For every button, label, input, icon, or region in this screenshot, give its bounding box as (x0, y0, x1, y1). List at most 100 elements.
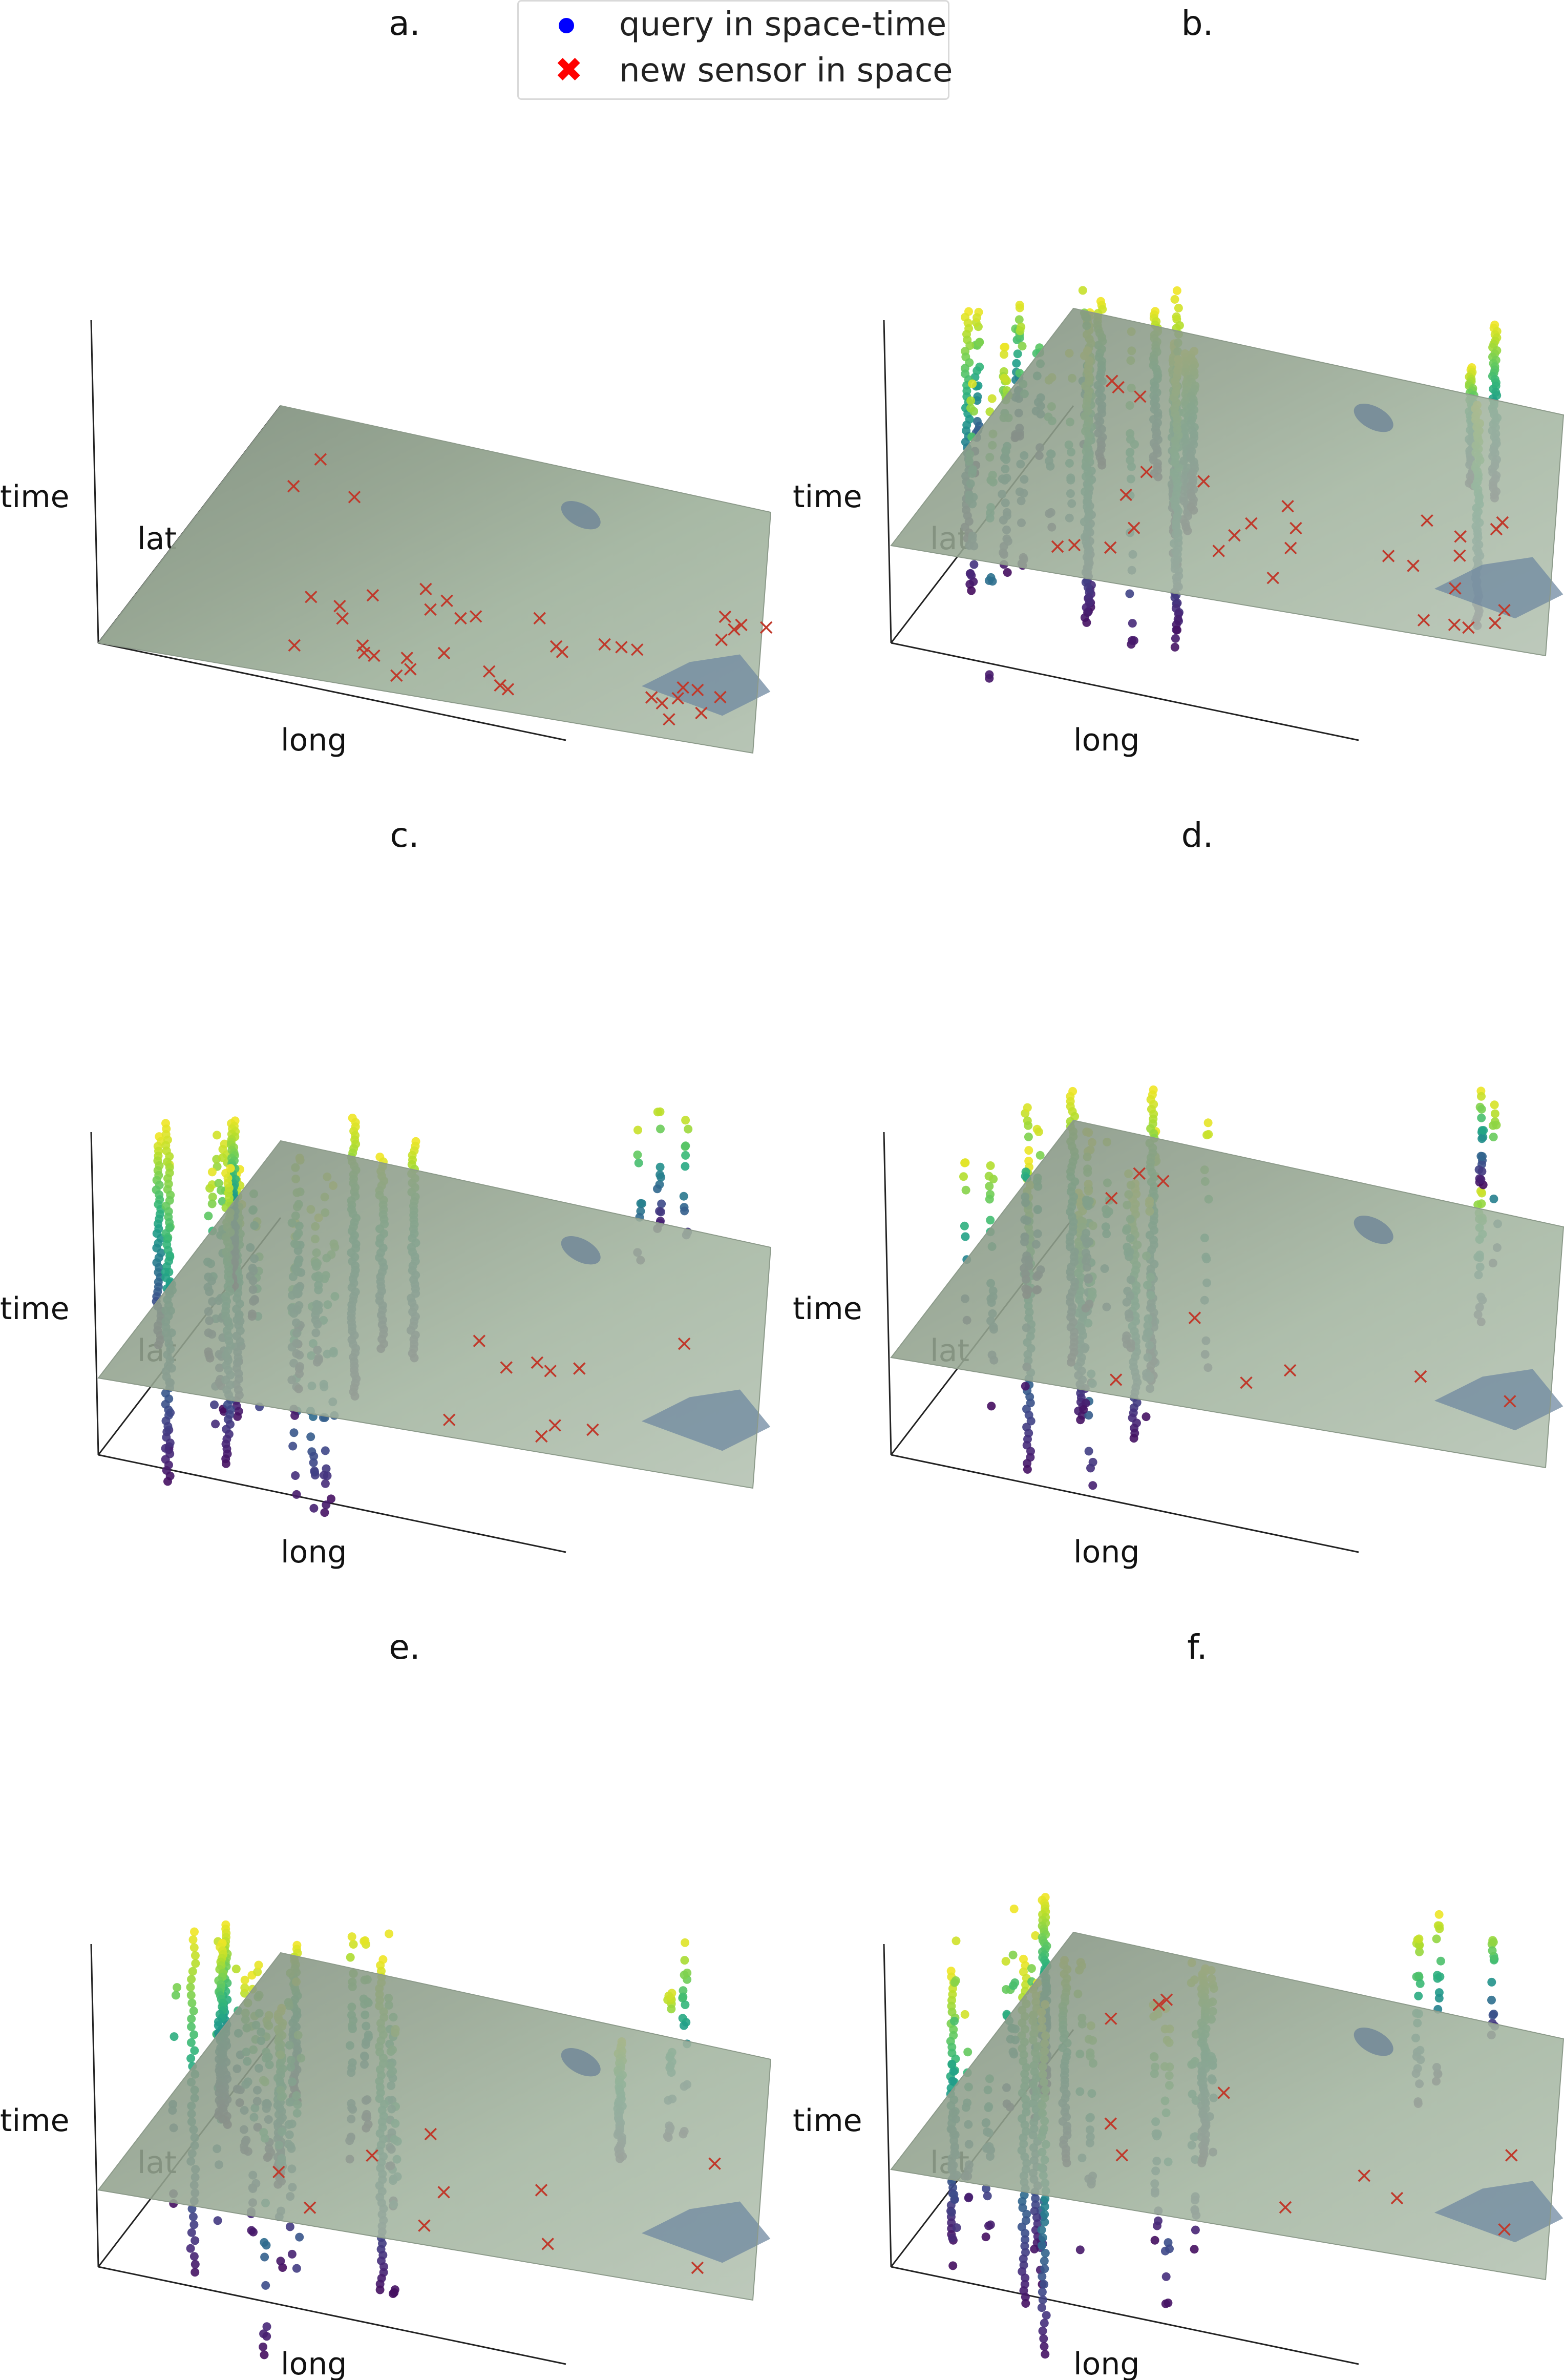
z-axis-label: time (793, 1291, 862, 1327)
sensor-cross-stroke (1217, 2086, 1230, 2099)
sensor-cross (303, 2201, 316, 2214)
query-point (947, 2207, 956, 2217)
query-point (189, 2007, 198, 2016)
query-point (681, 1116, 690, 1125)
query-point (285, 2222, 294, 2231)
query-point (656, 1162, 665, 1172)
sensor-cross-stroke (1421, 514, 1433, 527)
sensor-cross (469, 610, 482, 623)
sensor-cross (1490, 523, 1503, 536)
query-point (170, 2032, 179, 2041)
sensor-cross-stroke (442, 1413, 456, 1426)
sensor-cross-stroke (533, 612, 546, 625)
query-point (1170, 642, 1179, 652)
lake-shape (561, 2048, 601, 2077)
query-point (1075, 2245, 1085, 2254)
z-axis-label: time (0, 2103, 70, 2139)
sensor-cross-stroke (1266, 571, 1279, 584)
query-point (1165, 2244, 1174, 2253)
sensor-cross-stroke (1382, 550, 1395, 562)
query-point (1084, 1447, 1093, 1456)
query-point (292, 1490, 301, 1499)
query-point (950, 2017, 959, 2026)
sensor-cross (1157, 1175, 1170, 1187)
query-point (210, 1400, 219, 1409)
sensor-cross (501, 683, 515, 696)
query-point (186, 2244, 195, 2253)
query-point (254, 1960, 263, 1970)
query-point (1040, 2342, 1049, 2351)
query-point (214, 1179, 223, 1188)
sensor-cross (1498, 603, 1511, 617)
sensor-cross-stroke (1109, 1373, 1123, 1386)
query-point (309, 1452, 319, 1461)
query-point (959, 1172, 968, 1181)
query-point (1412, 1972, 1421, 1981)
query-point (186, 2038, 196, 2047)
query-point (973, 396, 982, 405)
sensor-cross (1453, 549, 1466, 562)
time-axis-line (90, 1944, 99, 2267)
query-point-icon (559, 18, 574, 33)
sensor-cross (1112, 381, 1125, 394)
query-point (1473, 1200, 1483, 1209)
sensor-cross-stroke (691, 683, 704, 697)
sensor-cross (336, 612, 349, 625)
sensor-cross (1119, 488, 1132, 502)
query-point (961, 1232, 970, 1241)
sensor-cross (691, 683, 704, 697)
sensor-cross (1133, 1167, 1146, 1180)
sensor-cross-stroke (1119, 488, 1132, 502)
query-point (1434, 1910, 1444, 1919)
sensor-cross-stroke (1240, 1376, 1253, 1389)
sensor-cross (630, 643, 644, 656)
query-point (948, 2233, 957, 2243)
query-point (1489, 1937, 1498, 1947)
sensor-cross-stroke (1157, 1175, 1170, 1187)
query-point (1000, 373, 1009, 383)
sensor-cross (1454, 530, 1467, 543)
sensor-cross-stroke (333, 599, 346, 613)
query-point (1040, 2280, 1049, 2289)
query-point (217, 1186, 225, 1195)
query-point (1031, 2194, 1040, 2203)
sensor-cross (541, 2238, 554, 2250)
query-point (347, 1932, 356, 1941)
query-point (1415, 1979, 1425, 1988)
sensor-cross-stroke (288, 639, 301, 652)
sensor-cross (1489, 617, 1502, 630)
query-point (1088, 1481, 1097, 1490)
query-point (390, 2288, 399, 2297)
sensor-cross (544, 1365, 557, 1377)
sensor-cross (404, 663, 417, 676)
query-point (189, 1943, 199, 1952)
panel-label: b. (1181, 4, 1214, 43)
query-point (207, 1167, 217, 1177)
query-point (276, 2257, 285, 2266)
query-point (987, 1402, 996, 1411)
query-point (1129, 1434, 1138, 1443)
x-axis-label: long (1073, 2346, 1140, 2380)
sensor-cross (1462, 621, 1475, 634)
query-point (218, 1145, 227, 1154)
query-point (973, 366, 982, 375)
query-point (1489, 1194, 1498, 1203)
query-point (656, 1170, 665, 1179)
query-point (1000, 343, 1009, 352)
query-point (1128, 619, 1137, 628)
sensor-cross-stroke (1105, 1192, 1118, 1205)
query-point (291, 1471, 300, 1480)
query-point (1084, 1411, 1093, 1420)
sensor-cross (424, 603, 437, 616)
query-point (1415, 1947, 1424, 1956)
sensor-cross-stroke (1390, 2191, 1404, 2205)
query-point (231, 1965, 241, 1974)
panel-label: a. (389, 4, 420, 43)
query-point (211, 1419, 220, 1429)
long-axis-line (891, 2266, 1359, 2365)
panel-label: f. (1187, 1627, 1207, 1667)
query-point (1161, 2272, 1171, 2281)
sensor-cross (663, 713, 675, 726)
query-point (1015, 315, 1024, 324)
